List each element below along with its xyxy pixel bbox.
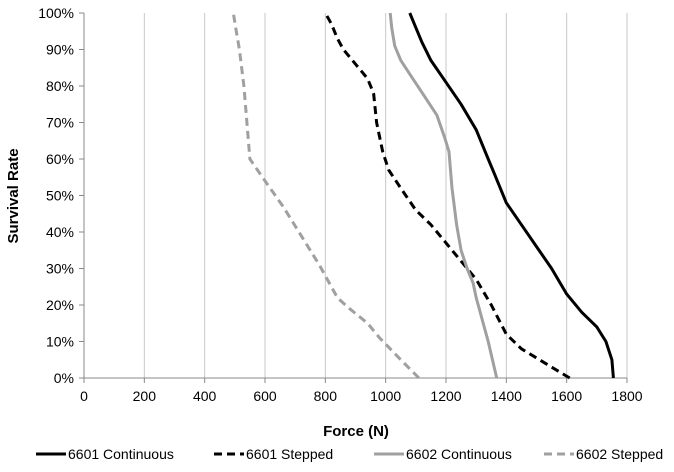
legend-label: 6602 Continuous [406,446,512,462]
y-tick-label: 80% [46,78,74,94]
y-tick-label: 100% [38,5,74,21]
y-tick-label: 0% [54,370,74,386]
x-tick-label: 400 [193,388,217,404]
x-tick-label: 1800 [611,388,642,404]
y-tick-label: 90% [46,42,74,58]
y-tick-label: 70% [46,115,74,131]
y-tick-label: 10% [46,334,74,350]
series-line-6601-continuous [408,12,615,379]
series-line-6602-stepped [231,12,420,380]
series-line-6602-continuous [388,12,499,379]
x-tick-label: 1600 [551,388,582,404]
vertical-gridlines [143,13,628,378]
y-tick-label: 40% [46,224,74,240]
x-axis-title: Force (N) [323,423,389,440]
x-tick-label: 1400 [491,388,522,404]
chart-axes [79,12,628,383]
legend: 6601 Continuous 6601 Stepped 6602 Continuo… [36,446,663,462]
x-tick-label: 0 [80,388,88,404]
y-tick-label: 60% [46,151,74,167]
y-axis-title: Survival Rate [5,148,22,243]
y-tick-label: 20% [46,297,74,313]
x-tick-label: 800 [314,388,338,404]
y-tick-label: 50% [46,188,74,204]
y-tick-label: 30% [46,261,74,277]
x-tick-label: 1000 [370,388,401,404]
x-tick-label: 200 [133,388,157,404]
series-line-6601-stepped [323,12,571,380]
x-tick-label: 600 [253,388,277,404]
legend-label: 6601 Continuous [68,446,174,462]
tick-labels: 0 200 400 600 800 1000 1200 1400 1600 1800 0% 10% 20… [38,5,643,404]
x-tick-label: 1200 [430,388,461,404]
series-lines [231,12,615,380]
legend-label: 6602 Stepped [576,446,663,462]
legend-label: 6601 Stepped [246,446,333,462]
